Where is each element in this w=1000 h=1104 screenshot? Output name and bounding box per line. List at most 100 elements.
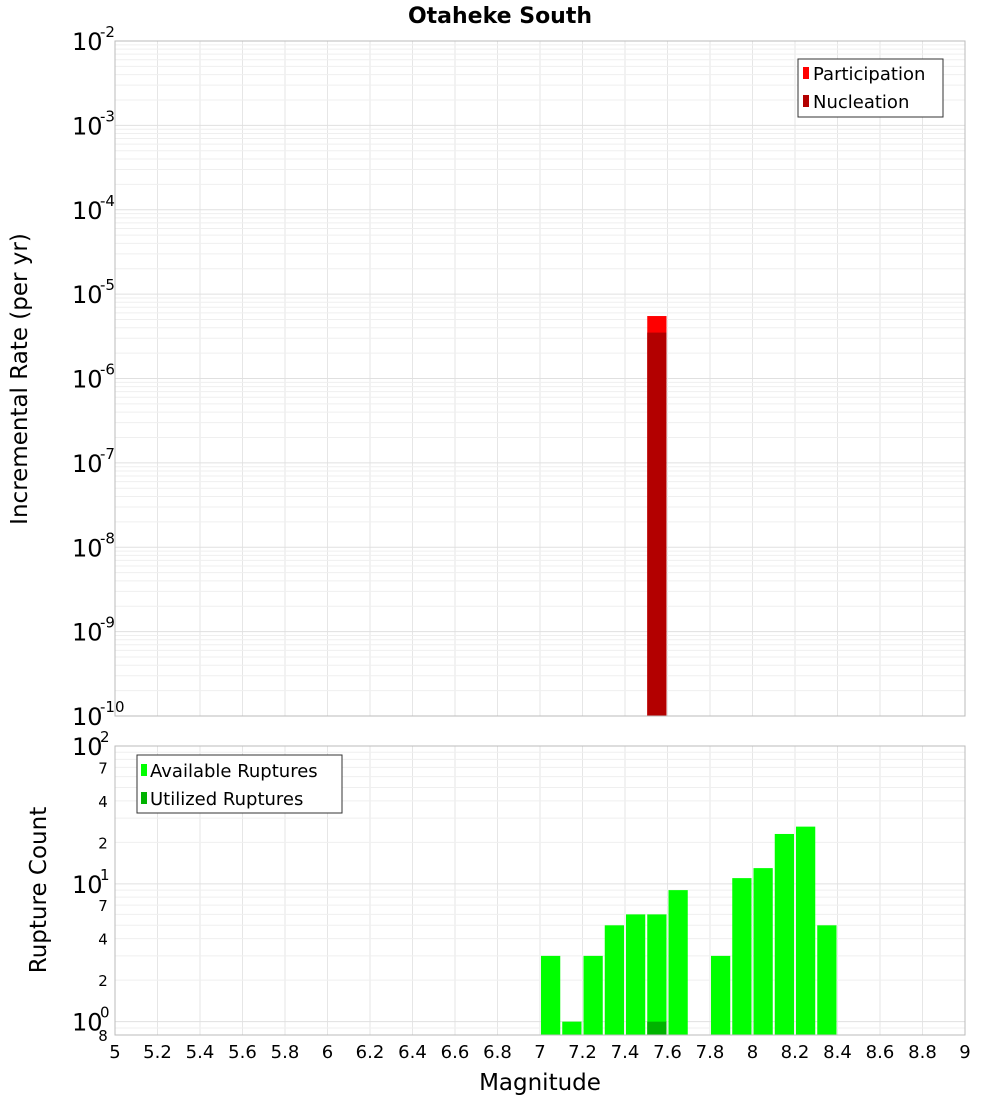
top-plot: 10-210-310-410-510-610-710-810-910-10 In… xyxy=(7,23,966,731)
y-tick-exponent: -2 xyxy=(100,23,115,41)
x-tick-label: 9 xyxy=(959,1042,970,1063)
y-tick-exponent: -5 xyxy=(100,276,115,294)
y-minor-tick-label: 2 xyxy=(98,972,108,990)
top-y-tick-labels: 10-210-310-410-510-610-710-810-910-10 xyxy=(72,23,125,731)
x-tick-label: 7.6 xyxy=(653,1042,682,1063)
y-tick-exponent: -4 xyxy=(100,192,115,210)
bar-nucleation xyxy=(647,332,667,716)
bottom-bars xyxy=(541,826,837,1035)
y-tick-base: 10 xyxy=(72,1009,103,1037)
top-legend: Participation Nucleation xyxy=(797,58,944,118)
bar-available-ruptures xyxy=(753,868,773,1035)
y-tick-exponent: -9 xyxy=(100,614,115,632)
x-tick-label: 8.6 xyxy=(866,1042,895,1063)
bar-available-ruptures xyxy=(647,914,667,1035)
y-tick-exponent: 1 xyxy=(100,866,110,884)
x-tick-label: 6.6 xyxy=(441,1042,470,1063)
top-y-tick: 10-5 xyxy=(72,276,115,309)
x-tick-label: 5 xyxy=(109,1042,120,1063)
x-tick-label: 6.8 xyxy=(483,1042,512,1063)
x-tick-label: 5.4 xyxy=(186,1042,215,1063)
bottom-plot-border xyxy=(114,745,966,1036)
x-tick-label: 6 xyxy=(322,1042,333,1063)
y-tick-base: 10 xyxy=(72,733,103,761)
x-tick-label: 7.4 xyxy=(611,1042,640,1063)
top-legend-box xyxy=(797,58,944,118)
top-y-tick: 10-2 xyxy=(72,23,115,56)
bar-available-ruptures xyxy=(626,914,646,1035)
legend-swatch-nucleation xyxy=(803,95,809,107)
chart-title: Otaheke South xyxy=(408,4,592,29)
x-tick-label: 5.2 xyxy=(143,1042,172,1063)
y-minor-tick-label: 7 xyxy=(98,759,108,777)
top-y-axis-label: Incremental Rate (per yr) xyxy=(7,233,33,525)
top-y-tick: 10-8 xyxy=(72,529,115,562)
bar-available-ruptures xyxy=(817,925,837,1035)
x-tick-label: 7 xyxy=(534,1042,545,1063)
y-tick-exponent: -8 xyxy=(100,529,115,547)
y-tick-base: 10 xyxy=(72,366,103,394)
y-minor-tick-label: 4 xyxy=(98,931,108,949)
legend-label-available: Available Ruptures xyxy=(150,761,318,782)
top-y-tick: 10-10 xyxy=(72,698,125,731)
x-tick-label: 8.8 xyxy=(908,1042,937,1063)
y-tick-exponent: -10 xyxy=(100,698,125,716)
x-tick-label: 8.4 xyxy=(823,1042,852,1063)
y-tick-base: 10 xyxy=(72,703,103,731)
top-gridlines xyxy=(114,41,966,717)
legend-swatch-participation xyxy=(803,67,809,79)
y-tick-base: 10 xyxy=(72,619,103,647)
y-tick-exponent: -6 xyxy=(100,361,115,379)
bar-available-ruptures xyxy=(711,955,731,1035)
x-tick-label: 8.2 xyxy=(781,1042,810,1063)
x-axis-label: Magnitude xyxy=(479,1070,601,1096)
y-tick-exponent: 0 xyxy=(100,1004,110,1022)
x-tick-label: 7.2 xyxy=(568,1042,597,1063)
bottom-y-tick: 100 xyxy=(72,1004,110,1037)
x-tick-label: 6.2 xyxy=(356,1042,385,1063)
bar-available-ruptures xyxy=(774,833,794,1035)
bar-available-ruptures xyxy=(583,955,603,1035)
top-y-tick: 10-9 xyxy=(72,614,115,647)
y-tick-base: 10 xyxy=(72,197,103,225)
x-tick-label: 7.8 xyxy=(696,1042,725,1063)
top-y-tick: 10-7 xyxy=(72,445,115,478)
bottom-y-tick: 102 xyxy=(72,728,110,761)
bar-available-ruptures xyxy=(668,890,688,1035)
bar-available-ruptures xyxy=(604,925,624,1035)
top-plot-border xyxy=(114,40,966,717)
bar-available-ruptures xyxy=(732,878,752,1035)
y-tick-exponent: 2 xyxy=(100,728,110,746)
legend-swatch-utilized xyxy=(141,792,147,804)
bar-available-ruptures xyxy=(796,826,816,1035)
y-tick-base: 10 xyxy=(72,112,103,140)
legend-label-participation: Participation xyxy=(813,64,925,85)
y-minor-tick-label: 7 xyxy=(98,897,108,915)
y-tick-exponent: -7 xyxy=(100,445,115,463)
top-y-tick: 10-3 xyxy=(72,107,115,140)
bottom-legend: Available Ruptures Utilized Ruptures xyxy=(136,754,343,814)
y-tick-base: 10 xyxy=(72,871,103,899)
y-tick-base: 10 xyxy=(72,281,103,309)
bottom-y-axis-label: Rupture Count xyxy=(26,807,52,973)
top-y-tick: 10-4 xyxy=(72,192,115,225)
y-minor-tick-label: 4 xyxy=(98,793,108,811)
legend-swatch-available xyxy=(141,764,147,776)
y-tick-base: 10 xyxy=(72,450,103,478)
x-tick-label: 5.8 xyxy=(271,1042,300,1063)
y-minor-tick-label: 2 xyxy=(98,834,108,852)
y-tick-base: 10 xyxy=(72,28,103,56)
top-y-tick: 10-6 xyxy=(72,361,115,394)
legend-label-nucleation: Nucleation xyxy=(813,92,909,113)
x-tick-label: 8 xyxy=(747,1042,758,1063)
legend-label-utilized: Utilized Ruptures xyxy=(150,789,303,810)
x-tick-label: 5.6 xyxy=(228,1042,257,1063)
bottom-y-tick: 101 xyxy=(72,866,110,899)
top-bars xyxy=(647,316,667,716)
y-tick-exponent: -3 xyxy=(100,107,115,125)
y-tick-base: 10 xyxy=(72,534,103,562)
bottom-legend-box xyxy=(136,754,343,814)
